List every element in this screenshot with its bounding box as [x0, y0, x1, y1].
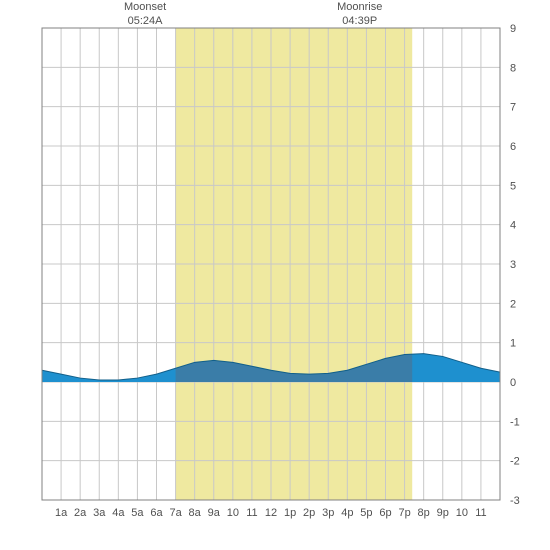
x-tick-label: 2a [74, 507, 87, 519]
x-tick-label: 2p [303, 507, 315, 519]
x-tick-label: 4a [112, 507, 125, 519]
moon-annotation: Moonset05:24A [105, 0, 185, 29]
y-tick-label: 9 [510, 23, 516, 35]
x-tick-label: 12 [265, 507, 277, 519]
tide-chart: 1a2a3a4a5a6a7a8a9a1011121p2p3p4p5p6p7p8p… [0, 0, 550, 550]
x-tick-label: 3a [93, 507, 106, 519]
y-tick-label: -1 [510, 416, 520, 428]
x-tick-label: 7p [398, 507, 410, 519]
annotation-time: 04:39P [320, 14, 400, 28]
y-tick-label: 1 [510, 338, 516, 350]
annotation-title: Moonrise [320, 0, 400, 14]
y-tick-label: 3 [510, 259, 516, 271]
annotation-time: 05:24A [105, 14, 185, 28]
y-tick-label: 7 [510, 102, 516, 114]
x-tick-label: 1a [55, 507, 68, 519]
x-tick-label: 9p [437, 507, 449, 519]
y-tick-label: 2 [510, 298, 516, 310]
y-tick-label: 5 [510, 180, 516, 192]
x-tick-label: 1p [284, 507, 296, 519]
x-tick-label: 8a [189, 507, 202, 519]
x-tick-label: 10 [456, 507, 468, 519]
y-tick-label: 8 [510, 62, 516, 74]
y-tick-label: -2 [510, 456, 520, 468]
y-tick-label: 6 [510, 141, 516, 153]
x-tick-label: 6p [379, 507, 391, 519]
y-tick-label: 4 [510, 220, 516, 232]
x-tick-label: 8p [418, 507, 430, 519]
x-tick-label: 10 [227, 507, 239, 519]
x-tick-label: 5p [360, 507, 372, 519]
x-tick-label: 5a [131, 507, 144, 519]
moon-annotation: Moonrise04:39P [320, 0, 400, 29]
x-tick-label: 7a [169, 507, 182, 519]
y-tick-label: -3 [510, 495, 520, 507]
x-tick-label: 4p [341, 507, 353, 519]
x-tick-label: 3p [322, 507, 334, 519]
chart-svg: 1a2a3a4a5a6a7a8a9a1011121p2p3p4p5p6p7p8p… [0, 0, 550, 550]
x-tick-label: 11 [475, 507, 486, 519]
x-tick-label: 9a [208, 507, 221, 519]
x-tick-label: 11 [246, 507, 257, 519]
x-tick-label: 6a [150, 507, 163, 519]
y-tick-label: 0 [510, 377, 516, 389]
annotation-title: Moonset [105, 0, 185, 14]
